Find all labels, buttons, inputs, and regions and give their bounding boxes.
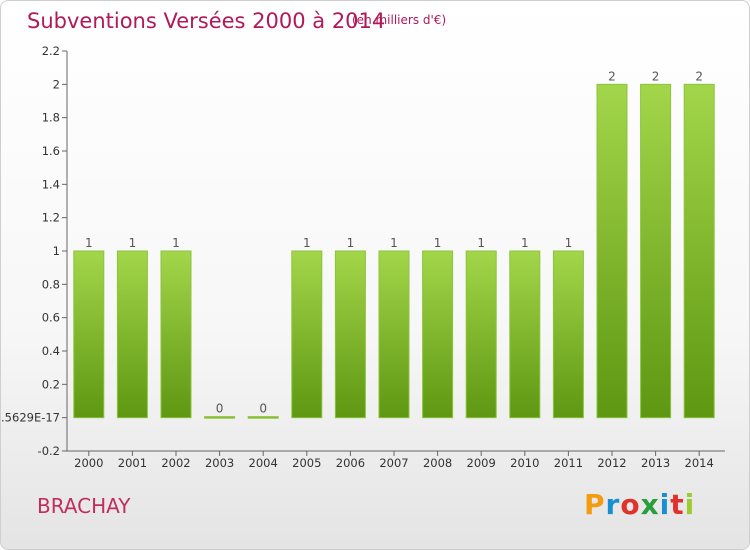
bar-2010 <box>509 250 541 419</box>
bar-2014 <box>683 83 715 419</box>
logo-letter: x <box>640 488 660 521</box>
data-label: 1 <box>347 236 355 250</box>
y-tick-label: 2.2 <box>42 44 60 58</box>
bar-2001 <box>116 250 148 419</box>
x-tick-label: 2007 <box>379 456 408 470</box>
bar-2007 <box>378 250 410 419</box>
data-label: 0 <box>259 402 267 416</box>
logo-letter: P <box>584 488 606 521</box>
data-label: 1 <box>521 236 529 250</box>
logo-letter: r <box>605 488 621 521</box>
bar-2003 <box>204 416 236 419</box>
x-tick-label: 2009 <box>467 456 496 470</box>
data-label: 1 <box>85 236 93 250</box>
data-label: 2 <box>608 69 616 83</box>
chart-title: Subventions Versées 2000 à 2014 <box>27 9 386 33</box>
bar-2006 <box>334 250 366 419</box>
x-tick-label: 2003 <box>205 456 234 470</box>
y-tick-label: -0.2 <box>38 444 60 458</box>
x-tick-label: 2012 <box>597 456 626 470</box>
location-name: BRACHAY <box>37 494 131 518</box>
logo-letter: o <box>620 488 641 521</box>
logo-letter: i <box>659 488 671 521</box>
x-tick-label: 2002 <box>161 456 190 470</box>
data-label: 1 <box>434 236 442 250</box>
proxiti-logo: Proxiti <box>584 488 695 521</box>
x-tick-label: 2013 <box>641 456 670 470</box>
data-label: 2 <box>695 69 703 83</box>
bar-2000 <box>73 250 105 419</box>
y-tick-label: 0.4 <box>42 344 60 358</box>
data-label: 2 <box>652 69 660 83</box>
y-tick-label: 0.8 <box>42 277 60 291</box>
y-tick-label: 1.8 <box>42 111 60 125</box>
bar-2013 <box>640 83 672 419</box>
y-tick-label: 0.6 <box>42 311 60 325</box>
bar-2012 <box>596 83 628 419</box>
x-tick-label: 2004 <box>249 456 278 470</box>
y-tick-label: 1.4 <box>42 177 60 191</box>
data-label: 1 <box>303 236 311 250</box>
x-tick-label: 2005 <box>292 456 321 470</box>
data-label: 0 <box>216 402 224 416</box>
x-tick-label: 2010 <box>510 456 539 470</box>
chart-subtitle: (en milliers d'€) <box>352 13 447 27</box>
x-tick-label: 2014 <box>685 456 714 470</box>
bar-2011 <box>552 250 584 419</box>
bar-2008 <box>422 250 454 419</box>
bar-2002 <box>160 250 192 419</box>
x-tick-label: 2001 <box>118 456 147 470</box>
x-tick-label: 2000 <box>74 456 103 470</box>
y-tick-label: -1.5629E-17 <box>1 411 60 425</box>
bar-2005 <box>291 250 323 419</box>
data-label: 1 <box>172 236 180 250</box>
data-label: 1 <box>129 236 137 250</box>
y-tick-label: 1.2 <box>42 211 60 225</box>
data-label: 1 <box>390 236 398 250</box>
x-tick-label: 2008 <box>423 456 452 470</box>
bar-2004 <box>247 416 279 419</box>
data-label: 1 <box>565 236 573 250</box>
y-tick-label: 1 <box>53 244 60 258</box>
bar-2009 <box>465 250 497 419</box>
x-tick-label: 2006 <box>336 456 365 470</box>
y-tick-label: 2 <box>53 77 60 91</box>
logo-letter: t <box>670 488 685 521</box>
data-label: 1 <box>477 236 485 250</box>
y-tick-label: 1.6 <box>42 144 60 158</box>
x-tick-label: 2011 <box>554 456 583 470</box>
y-tick-label: 0.2 <box>42 377 60 391</box>
logo-letter: i <box>684 488 696 521</box>
